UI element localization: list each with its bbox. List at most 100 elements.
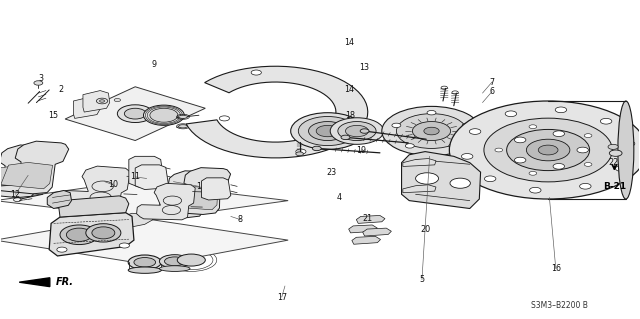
- Polygon shape: [349, 225, 378, 233]
- Circle shape: [461, 153, 473, 159]
- Ellipse shape: [60, 225, 99, 245]
- Text: 14: 14: [344, 38, 354, 47]
- Polygon shape: [47, 190, 72, 209]
- Circle shape: [330, 118, 384, 144]
- Circle shape: [392, 123, 401, 128]
- Text: 15: 15: [49, 111, 59, 120]
- Circle shape: [538, 145, 558, 155]
- Text: 5: 5: [419, 275, 424, 284]
- Circle shape: [298, 116, 357, 145]
- Ellipse shape: [177, 254, 205, 266]
- Circle shape: [97, 98, 108, 104]
- Circle shape: [57, 247, 67, 252]
- Polygon shape: [186, 66, 368, 158]
- Text: 19: 19: [356, 145, 367, 154]
- Ellipse shape: [159, 266, 190, 271]
- Ellipse shape: [67, 228, 92, 241]
- Polygon shape: [363, 228, 392, 236]
- Polygon shape: [403, 185, 436, 193]
- Ellipse shape: [159, 255, 190, 268]
- Circle shape: [529, 187, 541, 193]
- Circle shape: [616, 166, 627, 171]
- Circle shape: [515, 137, 526, 143]
- Text: 6: 6: [490, 87, 495, 96]
- Text: 12: 12: [10, 190, 20, 199]
- Circle shape: [600, 118, 612, 124]
- Ellipse shape: [86, 224, 121, 242]
- Circle shape: [577, 147, 588, 153]
- Circle shape: [507, 130, 589, 171]
- Circle shape: [529, 171, 537, 175]
- Text: 20: 20: [420, 225, 430, 234]
- Circle shape: [308, 122, 347, 141]
- Circle shape: [220, 116, 230, 121]
- Polygon shape: [49, 213, 134, 256]
- Circle shape: [449, 101, 640, 199]
- Circle shape: [338, 122, 376, 141]
- Polygon shape: [60, 166, 131, 209]
- Polygon shape: [129, 156, 164, 187]
- Polygon shape: [65, 87, 205, 141]
- Polygon shape: [147, 171, 214, 218]
- Circle shape: [450, 178, 470, 188]
- Circle shape: [424, 127, 439, 135]
- Circle shape: [553, 131, 564, 137]
- Polygon shape: [163, 168, 230, 214]
- Text: 8: 8: [238, 215, 243, 224]
- Polygon shape: [136, 183, 195, 220]
- Circle shape: [296, 149, 306, 154]
- Text: 14: 14: [344, 85, 354, 94]
- Circle shape: [150, 108, 178, 122]
- Circle shape: [623, 141, 635, 146]
- Text: 2: 2: [58, 85, 63, 94]
- Text: 9: 9: [152, 60, 157, 69]
- Circle shape: [114, 99, 120, 102]
- Polygon shape: [119, 213, 153, 227]
- Polygon shape: [0, 182, 288, 219]
- Circle shape: [312, 146, 321, 151]
- Polygon shape: [356, 215, 385, 223]
- Ellipse shape: [92, 227, 115, 239]
- Circle shape: [412, 122, 451, 141]
- Circle shape: [515, 157, 526, 163]
- Circle shape: [495, 148, 502, 152]
- Polygon shape: [0, 166, 36, 193]
- Polygon shape: [19, 278, 50, 286]
- Circle shape: [34, 81, 43, 85]
- Circle shape: [505, 111, 516, 117]
- Polygon shape: [135, 165, 168, 189]
- Circle shape: [553, 163, 564, 169]
- Circle shape: [608, 144, 618, 149]
- Text: 10: 10: [108, 180, 118, 189]
- Ellipse shape: [618, 101, 634, 199]
- Text: B-21: B-21: [603, 182, 626, 191]
- Polygon shape: [0, 141, 68, 194]
- Text: 13: 13: [360, 63, 370, 72]
- Circle shape: [469, 129, 481, 134]
- Text: 22: 22: [608, 158, 618, 167]
- Polygon shape: [59, 196, 129, 217]
- Ellipse shape: [179, 115, 188, 118]
- Circle shape: [584, 162, 592, 166]
- Circle shape: [556, 107, 566, 113]
- Circle shape: [143, 105, 184, 125]
- Polygon shape: [403, 159, 436, 167]
- Circle shape: [100, 100, 104, 102]
- Text: 21: 21: [363, 213, 373, 222]
- Text: 1: 1: [196, 182, 202, 191]
- Circle shape: [346, 125, 369, 137]
- Circle shape: [484, 176, 496, 182]
- Polygon shape: [202, 178, 231, 200]
- Circle shape: [484, 118, 612, 182]
- Circle shape: [296, 152, 303, 156]
- Ellipse shape: [128, 255, 161, 270]
- Polygon shape: [352, 236, 381, 244]
- Ellipse shape: [128, 267, 161, 273]
- Polygon shape: [74, 97, 100, 118]
- Text: S3M3–B2200 B: S3M3–B2200 B: [531, 301, 588, 310]
- Circle shape: [124, 108, 146, 119]
- Polygon shape: [83, 91, 109, 112]
- Circle shape: [526, 139, 570, 161]
- Polygon shape: [1, 162, 52, 189]
- Circle shape: [415, 173, 438, 184]
